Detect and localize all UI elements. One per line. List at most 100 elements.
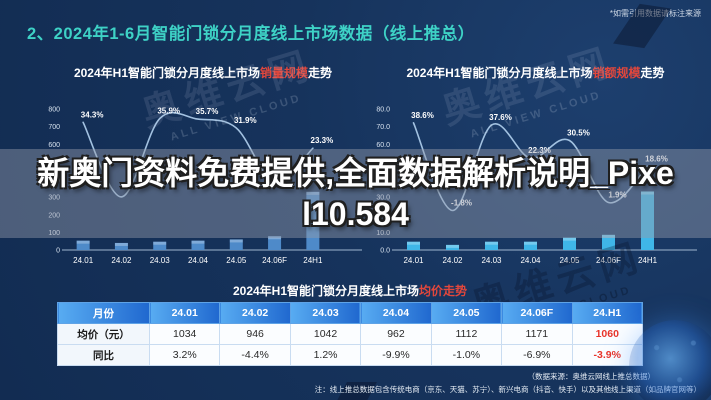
chart-title-suffix: 走势 — [640, 66, 665, 80]
trend-value-label: 1.9% — [608, 190, 626, 199]
trend-value-label: 23.3% — [311, 136, 334, 145]
bar-cap — [602, 234, 615, 238]
x-axis-label: 24.01 — [403, 256, 424, 265]
column-header: 24.02 — [219, 302, 291, 324]
globe-graphic — [629, 320, 711, 400]
table-cell: -3.9% — [571, 344, 644, 366]
y-axis-tick: 20.0 — [376, 212, 390, 219]
watermark-overlay-band: 新奥门资料免费提供,全面数据解析说明_Pixe l10.584 — [0, 149, 711, 238]
bar — [306, 191, 320, 250]
bar — [602, 234, 615, 250]
column-header: 24.03 — [289, 302, 362, 324]
bar — [268, 236, 282, 250]
y-axis-tick: 80.0 — [376, 107, 390, 114]
methodology-note: 注：线上推总数据包含传统电商（京东、天猫、苏宁）、新兴电商（抖音、快手）以及其他… — [314, 385, 701, 394]
table-cell: 1112 — [430, 323, 503, 345]
bar — [191, 240, 205, 250]
y-axis-tick: 0 — [56, 248, 60, 255]
x-axis-label: 24H1 — [303, 256, 323, 265]
overlay-text-line2: l10.584 — [302, 195, 409, 232]
x-axis-label: 24.05 — [226, 256, 247, 265]
row-label: 同比 — [57, 344, 150, 366]
x-axis-label: 24H1 — [638, 256, 658, 265]
trend-value-label: 30.5% — [567, 128, 590, 137]
column-header: 24.04 — [360, 302, 432, 324]
trend-value-label: 38.6% — [411, 111, 434, 120]
column-header: 24.05 — [430, 302, 503, 324]
table-cell: 1034 — [148, 323, 221, 345]
trend-value-label: 22.3% — [528, 146, 551, 155]
chart-title-suffix: 走势 — [308, 66, 333, 80]
bar — [524, 241, 537, 250]
chart-title-highlight: 均价走势 — [419, 284, 468, 298]
x-axis-label: 24.02 — [111, 256, 132, 265]
column-header: 24.06F — [501, 302, 573, 324]
y-axis-tick: 10.0 — [376, 230, 390, 237]
column-header: 24.01 — [148, 302, 221, 324]
x-axis-label: 24.02 — [442, 256, 463, 265]
bar — [76, 240, 90, 250]
bar-cap — [114, 242, 128, 246]
trend-line — [82, 111, 314, 198]
x-axis-label: 24.03 — [150, 256, 171, 265]
y-axis-tick: 500 — [48, 159, 60, 166]
bar — [485, 241, 498, 250]
trend-line — [412, 122, 649, 212]
table-header-row: 月份 24.01 24.02 24.03 24.04 24.05 24.06F 24.H1 — [57, 302, 644, 324]
table-cell: -1.0% — [430, 344, 503, 366]
chart-title-prefix: 2024年H1智能门锁分月度线上市场 — [406, 66, 593, 80]
column-header: 月份 — [57, 302, 150, 324]
chart-title-highlight: 销额规模 — [592, 66, 641, 80]
sales-volume-chart-title: 2024年H1智能门锁分月度线上市场销量规模走势 — [38, 64, 368, 80]
bar-cap — [446, 244, 459, 248]
bar-cap — [524, 241, 537, 245]
y-axis-tick: 0.0 — [380, 248, 390, 255]
table-cell: 1171 — [501, 323, 573, 345]
y-axis-tick: 700 — [48, 124, 60, 131]
y-axis-tick: 50.0 — [376, 159, 390, 166]
bar — [641, 191, 654, 250]
price-table-title: 2024年H1智能门锁分月度线上市场均价走势 — [57, 282, 643, 298]
bar-cap — [229, 239, 243, 243]
bar — [407, 241, 420, 250]
overlay-text-line1: 新奥门资料免费提供,全面数据解析说明_Pixe — [37, 154, 674, 191]
y-axis-tick: 60.0 — [376, 142, 390, 149]
y-axis-tick: 300 — [48, 195, 60, 202]
bar-cap — [407, 241, 420, 245]
chart-title-highlight: 销量规模 — [260, 66, 309, 80]
y-axis-tick: 800 — [48, 107, 60, 114]
trend-value-label: 34.3% — [81, 110, 104, 119]
table-cell: -9.9% — [360, 344, 432, 366]
row-label: 均价（元） — [57, 323, 150, 345]
sales-value-chart: 2024年H1智能门锁分月度线上市场销额规模走势 0.0 10.0 20.0 30.0… — [368, 64, 703, 271]
y-axis-tick: 600 — [48, 142, 60, 149]
x-axis-label: 24.01 — [73, 256, 94, 265]
page-title: 2、2024年1-6月智能门锁分月度线上市场数据（线上推总） — [27, 25, 475, 43]
x-axis-label: 24.06F — [596, 256, 621, 265]
x-axis-label: 24.04 — [188, 256, 209, 265]
table-cell: -6.9% — [501, 344, 573, 366]
bar — [563, 237, 576, 250]
trend-value-label: 35.9% — [157, 107, 180, 116]
table-row: 均价（元） 1034 946 1042 962 1112 1171 1060 — [57, 323, 644, 345]
trend-value-label: 18.6% — [645, 154, 668, 163]
trend-value-label: 37.6% — [489, 113, 512, 122]
sales-value-chart-canvas: 0.0 10.0 20.0 30.0 40.0 50.0 60.0 70.0 80.0 24.01… — [376, 107, 697, 265]
bar — [114, 242, 128, 250]
bar-cap — [153, 241, 167, 245]
y-axis-tick: 200 — [48, 212, 60, 219]
sales-value-chart-title: 2024年H1智能门锁分月度线上市场销额规模走势 — [368, 64, 703, 80]
x-axis-label: 24.05 — [559, 256, 580, 265]
table-cell: -4.4% — [219, 344, 291, 366]
table-cell: 946 — [219, 323, 291, 345]
bar — [446, 244, 459, 250]
y-axis-tick: 30.0 — [376, 195, 390, 202]
sales-volume-chart-canvas: 0 100 200 300 400 500 600 700 800 24.01 24.02 24.03… — [48, 107, 362, 265]
table-cell: 1042 — [289, 323, 362, 345]
bar-cap — [485, 241, 498, 245]
overlay-text: 新奥门资料免费提供,全面数据解析说明_Pixe l10.584 — [37, 153, 674, 235]
y-axis-tick: 70.0 — [376, 124, 390, 131]
table-cell: 1.2% — [289, 344, 362, 366]
y-axis-tick: 100 — [48, 230, 60, 237]
